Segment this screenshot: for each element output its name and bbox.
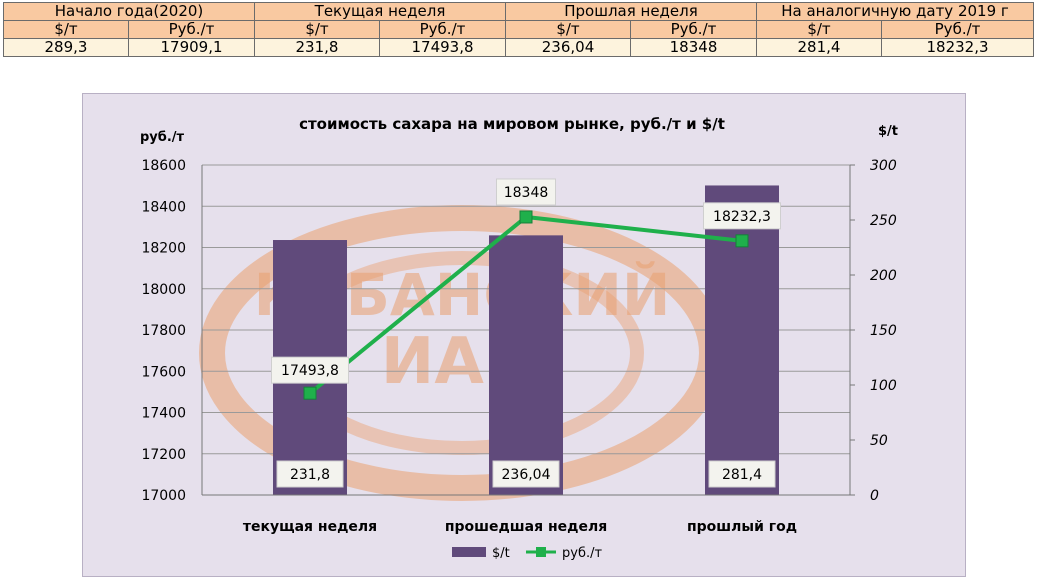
value-cell: 231,8 [254, 38, 380, 57]
y-left-unit: руб./т [140, 130, 185, 145]
table-header-row: Начало года(2020) Текущая неделя Прошлая… [3, 2, 1035, 21]
y-left-tick-label: 18000 [141, 282, 186, 298]
subheader-cell: $/т [505, 20, 631, 39]
y-right-tick-label: 250 [870, 213, 897, 229]
bar-data-label: 281,4 [722, 467, 762, 483]
line-marker [519, 210, 533, 224]
sugar-price-chart: КУБАНСКИЙ ИАЦ 231,8 236,04 281,4 17493,8 18… [82, 93, 966, 577]
line-label-box [703, 202, 781, 230]
header-current-week: Текущая неделя [254, 2, 506, 21]
bar [489, 235, 563, 495]
line-marker [735, 234, 749, 248]
header-last-week: Прошлая неделя [505, 2, 757, 21]
y-right-tick-label: 200 [870, 268, 897, 284]
y-axis-left: 17000 17200 17400 17600 17800 18000 18200 18400… [141, 158, 203, 504]
price-table: Начало года(2020) Текущая неделя Прошлая… [3, 2, 1035, 57]
legend-line-marker [536, 547, 546, 557]
line-data-label: 17493,8 [281, 363, 339, 379]
y-right-tick-label: 50 [870, 433, 888, 449]
line-data-label: 18232,3 [713, 209, 771, 225]
bar-data-label: 231,8 [290, 467, 330, 483]
value-cell: 281,4 [756, 38, 882, 57]
legend-line-label: руб./т [562, 546, 602, 561]
y-left-tick-label: 18600 [141, 158, 186, 174]
y-right-tick-label: 100 [870, 378, 897, 394]
subheader-cell: Руб./т [880, 20, 1035, 39]
subheader-cell: Руб./т [379, 20, 506, 39]
subheader-cell: $/т [756, 20, 882, 39]
line-series [303, 210, 749, 400]
y-left-tick-label: 18200 [141, 241, 186, 257]
bar-labels: 231,8 236,04 281,4 [276, 460, 776, 488]
line-label-box [271, 356, 349, 384]
line-data-label: 18348 [504, 185, 549, 201]
subheader-cell: $/т [3, 20, 129, 39]
line-marker [303, 386, 317, 400]
value-cell: 289,3 [3, 38, 129, 57]
y-left-tick-label: 17800 [141, 323, 186, 339]
legend-bar-swatch [452, 547, 486, 557]
y-left-tick-label: 17400 [141, 406, 186, 422]
bar-label-box [276, 460, 344, 488]
y-left-tick-label: 17000 [141, 488, 186, 504]
value-cell: 236,04 [505, 38, 631, 57]
table-subheader-row: $/т Руб./т $/т Руб./т $/т Руб./т $/т Руб… [3, 20, 1035, 39]
legend-bar-label: $/t [492, 546, 510, 561]
bar [705, 185, 779, 495]
value-cell: 18348 [630, 38, 757, 57]
bar-label-box [492, 460, 560, 488]
legend: $/t руб./т [452, 546, 602, 561]
x-category-label: прошедшая неделя [445, 519, 607, 535]
line-label-box [496, 178, 556, 206]
y-right-tick-label: 300 [870, 158, 897, 174]
y-axis-right: 0 50 100 150 200 250 300 [849, 158, 897, 504]
y-right-unit: $/t [878, 124, 898, 139]
value-cell: 17493,8 [379, 38, 506, 57]
table-values-row: 289,3 17909,1 231,8 17493,8 236,04 18348… [3, 38, 1035, 57]
y-right-tick-label: 150 [870, 323, 897, 339]
bar-label-box [708, 460, 776, 488]
line-labels: 17493,8 18348 18232,3 [271, 178, 781, 384]
header-start-of-year: Начало года(2020) [3, 2, 255, 21]
value-cell: 18232,3 [880, 38, 1035, 57]
y-left-tick-label: 17600 [141, 364, 186, 380]
chart-title: стоимость сахара на мировом рынке, руб./… [299, 115, 725, 133]
subheader-cell: $/т [254, 20, 380, 39]
y-left-tick-label: 18400 [141, 199, 186, 215]
header-same-date-2019: На аналогичную дату 2019 г [755, 2, 1035, 21]
subheader-cell: Руб./т [128, 20, 255, 39]
value-cell: 17909,1 [128, 38, 255, 57]
x-category-label: текущая неделя [243, 519, 377, 535]
bar-data-label: 236,04 [502, 467, 551, 483]
x-category-label: прошлый год [687, 519, 797, 535]
y-left-tick-label: 17200 [141, 447, 186, 463]
subheader-cell: Руб./т [630, 20, 757, 39]
y-right-tick-label: 0 [870, 488, 879, 504]
chart-svg: КУБАНСКИЙ ИАЦ 231,8 236,04 281,4 17493,818… [82, 93, 966, 577]
x-axis: текущая неделя прошедшая неделя прошлый го… [202, 494, 850, 535]
